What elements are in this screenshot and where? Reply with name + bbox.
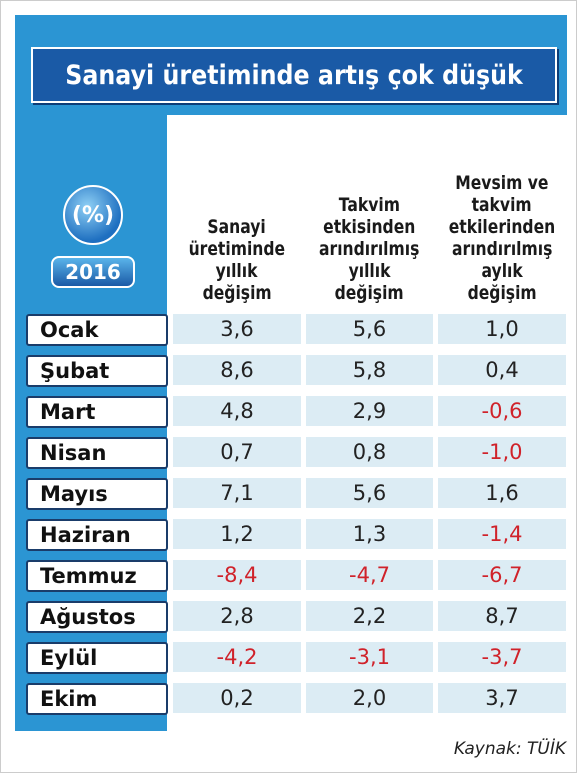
column-header: Takvim etkisinden arındırılmış yıllık değişi…	[306, 141, 433, 304]
header-line: değişim	[334, 282, 405, 304]
cell: -1,0	[438, 437, 566, 467]
header-line: değişim	[467, 282, 537, 304]
row-label: Ekim	[26, 683, 168, 715]
header-line: Takvim	[338, 194, 401, 216]
header-line: Mevsim ve	[455, 172, 549, 194]
cell: -3,7	[438, 642, 566, 672]
cell: -3,1	[306, 642, 433, 672]
cell: 1,2	[173, 519, 301, 549]
header-line: yıllık	[216, 260, 258, 282]
row-label: Ocak	[26, 314, 168, 346]
cell: 1,0	[438, 314, 566, 344]
cell: 2,9	[306, 396, 433, 426]
cell: -1,4	[438, 519, 566, 549]
row-label: Nisan	[26, 437, 168, 469]
header-line: üretiminde	[188, 238, 286, 260]
cell: 1,3	[306, 519, 433, 549]
unit-badge: (%)	[63, 185, 123, 245]
cell: 0,8	[306, 437, 433, 467]
cell: 0,2	[173, 683, 301, 713]
cell: 5,6	[306, 314, 433, 344]
column-header: Sanayi üretiminde yıllık değişim	[173, 141, 301, 304]
cell: 2,2	[306, 601, 433, 631]
cell: 3,6	[173, 314, 301, 344]
header-line: arındırılmış	[451, 238, 553, 260]
header-line: Sanayi	[207, 216, 267, 238]
column-header: Mevsim ve takvim etkilerinden arındırılmış a…	[438, 141, 566, 304]
title-box: Sanayi üretiminde artış çok düşük	[31, 47, 557, 103]
header-line: aylık	[481, 260, 523, 282]
row-label: Şubat	[26, 355, 168, 387]
cell: 7,1	[173, 478, 301, 508]
header-line: yıllık	[348, 260, 391, 282]
source: Kaynak: TÜİK	[453, 739, 566, 759]
cell: 1,6	[438, 478, 566, 508]
cell: 2,0	[306, 683, 433, 713]
year-badge: 2016	[51, 256, 135, 288]
header-line: değişim	[202, 282, 272, 304]
cell: 8,7	[438, 601, 566, 631]
cell: -4,2	[173, 642, 301, 672]
cell: -8,4	[173, 560, 301, 590]
cell: 5,6	[306, 478, 433, 508]
cell: 0,7	[173, 437, 301, 467]
cell: 5,8	[306, 355, 433, 385]
header-line: takvim	[471, 194, 533, 216]
cell: 0,4	[438, 355, 566, 385]
row-label: Haziran	[26, 519, 168, 551]
row-label: Mayıs	[26, 478, 168, 510]
cell: 8,6	[173, 355, 301, 385]
cell: 4,8	[173, 396, 301, 426]
cell: -4,7	[306, 560, 433, 590]
row-label: Eylül	[26, 642, 168, 674]
row-label: Mart	[26, 396, 168, 428]
row-label: Ağustos	[26, 601, 168, 633]
cell: 2,8	[173, 601, 301, 631]
title: Sanayi üretiminde artış çok düşük	[65, 59, 523, 91]
row-label: Temmuz	[26, 560, 168, 592]
cell: 3,7	[438, 683, 566, 713]
cell: -6,7	[438, 560, 566, 590]
cell: -0,6	[438, 396, 566, 426]
header-line: arındırılmış	[319, 238, 420, 260]
header-line: etkisinden	[323, 216, 416, 238]
header-line: etkilerinden	[448, 216, 556, 238]
